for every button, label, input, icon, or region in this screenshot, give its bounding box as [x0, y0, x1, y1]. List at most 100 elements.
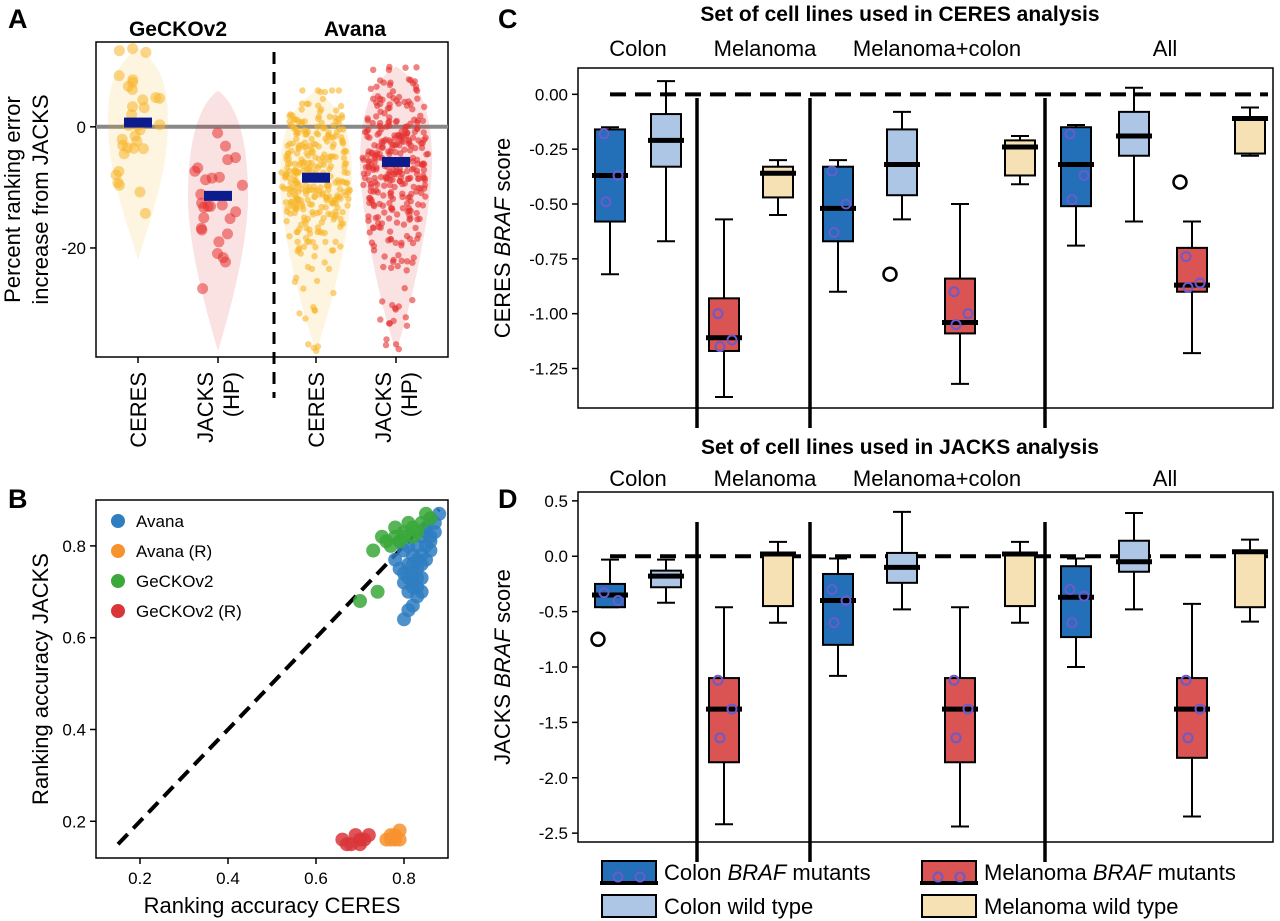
- panel-a-point: [302, 315, 309, 322]
- panel-a-point: [314, 343, 322, 350]
- panel-a-point: [319, 191, 326, 198]
- panel-c-data-point: [1182, 281, 1194, 293]
- panel-a-point: [293, 201, 300, 209]
- panel-a-point: [304, 238, 311, 246]
- legend-label-mel_mut-part: Melanoma: [984, 860, 1093, 885]
- panel-a-point: [370, 201, 377, 208]
- panel-a-point: [321, 229, 328, 237]
- legend-label-colon_wt: Colon wild type: [664, 894, 813, 919]
- panel-a-point: [113, 45, 125, 57]
- panel-a-point: [282, 172, 289, 180]
- panel-a-category-label: CERES: [126, 372, 151, 448]
- panel-a-point: [373, 164, 380, 171]
- panel-a-point: [311, 163, 319, 170]
- panel-a-point: [387, 235, 394, 243]
- panel-a-point: [403, 167, 411, 175]
- panel-c-ytick-label: -0.75: [529, 250, 568, 269]
- panel-a-point: [222, 154, 234, 166]
- panel-a-point: [368, 180, 375, 188]
- panel-a-point: [374, 102, 381, 110]
- panel-a-point: [407, 120, 414, 127]
- panel-a-point: [293, 180, 300, 187]
- panel-a-point: [150, 92, 162, 104]
- panel-a-point: [376, 200, 383, 208]
- panel-a-point: [327, 211, 335, 218]
- legend-label-colon_mut-part: mutants: [786, 860, 870, 885]
- panel-a-plot-frame: [95, 41, 449, 358]
- panel-d-ylabel: JACKS BRAF score: [490, 569, 515, 765]
- panel-a-point: [412, 224, 419, 232]
- panel-d-ytick-label: -2.0: [539, 769, 568, 788]
- panel-b-legend-marker: [111, 514, 125, 528]
- panel-b-point: [383, 538, 398, 553]
- panel-a-point: [409, 296, 416, 304]
- panel-b-diagonal-line: [116, 507, 441, 846]
- panel-a-point: [400, 138, 407, 145]
- panel-a-point: [329, 143, 336, 151]
- panel-a-point: [415, 175, 422, 182]
- panel-a-point: [236, 179, 248, 191]
- panel-a-point: [337, 215, 344, 223]
- panel-a-ylabel: increase from JACKS: [28, 94, 53, 304]
- panel-c-data-point: [1180, 251, 1192, 263]
- panel-b-legend-marker: [111, 544, 125, 558]
- panel-a-point: [412, 144, 419, 152]
- panel-a-point: [306, 230, 314, 237]
- panel-d-ytick-label: -2.5: [539, 824, 568, 843]
- panel-d-data-point: [598, 587, 610, 599]
- panel-c-data-point: [714, 341, 726, 353]
- panel-a-point: [303, 100, 311, 108]
- panel-a-point: [320, 161, 327, 168]
- panel-a-point: [312, 243, 319, 251]
- panel-d-ytick-label: -0.5: [539, 603, 568, 622]
- panel-a-point: [332, 153, 339, 160]
- panel-a-point: [388, 144, 396, 152]
- panel-c-ytick-label: -1.25: [529, 360, 568, 379]
- panel-c-data-point: [600, 196, 612, 208]
- panel-a-point: [337, 223, 344, 230]
- panel-a-point: [359, 154, 366, 161]
- panel-a-point: [399, 205, 407, 212]
- panel-a-point: [413, 209, 420, 217]
- panel-a-point: [314, 123, 321, 130]
- panel-a-point: [292, 274, 300, 281]
- panel-a-point: [401, 285, 408, 292]
- panel-a-point: [333, 118, 340, 125]
- panel-a-point: [332, 238, 339, 245]
- panel-a-point: [304, 215, 312, 222]
- panel-a-point: [302, 182, 309, 189]
- panel-a-point: [154, 119, 166, 131]
- panel-a-point: [417, 185, 424, 192]
- panel-d-box: [1176, 677, 1208, 759]
- panel-a-point: [363, 128, 370, 135]
- panel-a-point: [314, 87, 322, 94]
- panel-b-point: [392, 832, 407, 847]
- panel-b-ytick-label: 0.4: [62, 720, 86, 739]
- panel-d-group-label: All: [1153, 466, 1177, 491]
- panel-a-point: [371, 174, 378, 182]
- panel-a-point: [305, 163, 313, 171]
- panel-a-point: [296, 310, 303, 317]
- panel-a-point: [311, 193, 318, 200]
- panel-a-point: [316, 208, 323, 216]
- panel-a-point: [309, 148, 317, 155]
- panel-a-point: [298, 221, 305, 228]
- panel-a-point: [230, 206, 242, 218]
- panel-a-point: [375, 223, 383, 231]
- panel-a-point: [376, 95, 384, 103]
- panel-a-point: [400, 221, 408, 228]
- panel-a-point: [310, 211, 317, 218]
- panel-a-point: [112, 177, 124, 189]
- panel-a-point: [398, 242, 405, 249]
- panel-d-box: [822, 572, 854, 646]
- panel-c-data-point: [1078, 169, 1090, 181]
- panel-a-point: [385, 170, 392, 177]
- panel-a-point: [415, 201, 422, 208]
- panel-a-point: [220, 140, 231, 152]
- panel-a-point: [365, 148, 372, 155]
- panel-a-point: [308, 135, 315, 143]
- panel-b-point: [339, 837, 354, 852]
- panel-a-point: [126, 109, 138, 121]
- panel-a-point: [328, 247, 336, 254]
- panel-a-point: [129, 130, 141, 142]
